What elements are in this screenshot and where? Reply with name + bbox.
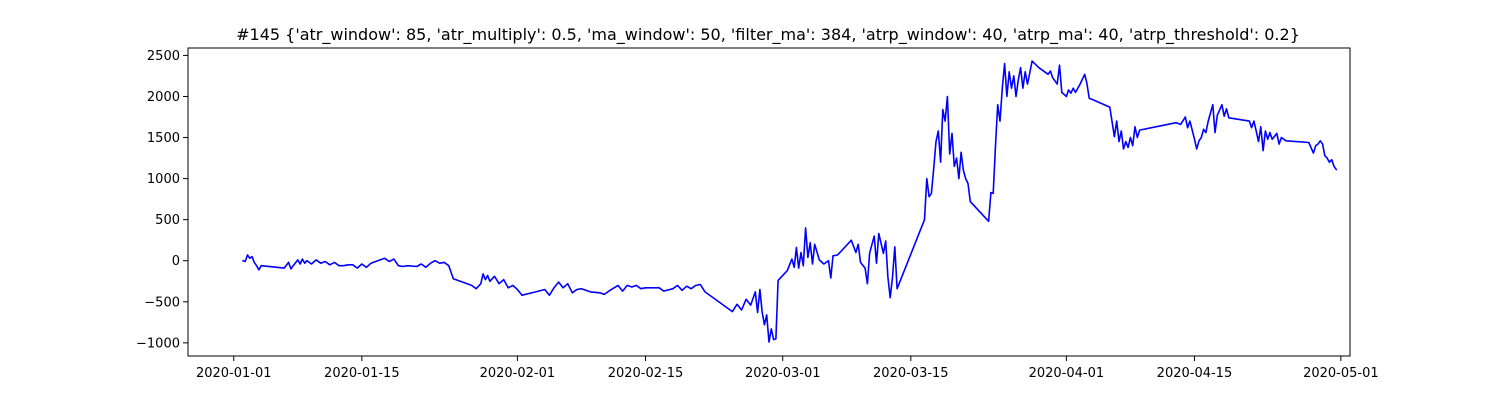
series-layer [242,60,1338,343]
y-tick-label: 1000 [147,172,180,187]
x-axis: 2020-01-01 2020-01-15 2020-02-01 2020-02-15… [196,356,1379,381]
x-tick-label: 2020-01-15 [324,366,400,381]
x-tick-label: 2020-02-01 [480,366,556,381]
x-tick-label: 2020-05-01 [1303,366,1379,381]
chart-title: #145 {'atr_window': 85, 'atr_multiply': … [236,25,1300,45]
x-tick-label: 2020-04-01 [1029,366,1105,381]
y-tick-label: 500 [155,213,180,228]
y-tick-label: 0 [172,254,180,269]
y-tick-label: −1000 [136,336,180,351]
x-tick-label: 2020-04-15 [1157,366,1233,381]
x-tick-label: 2020-03-15 [873,366,949,381]
x-tick-label: 2020-01-01 [196,366,272,381]
x-tick-label: 2020-03-01 [745,366,821,381]
y-tick-label: −500 [144,295,180,310]
y-tick-label: 2000 [147,90,180,105]
series-line-1 [242,60,1338,343]
x-tick-label: 2020-02-15 [608,366,684,381]
y-axis: 2500 2000 1500 1000 500 0 −500 −1000 [136,49,188,351]
plot-area-frame [187,47,1351,357]
y-tick-label: 1500 [147,131,180,146]
y-tick-label: 2500 [147,49,180,64]
